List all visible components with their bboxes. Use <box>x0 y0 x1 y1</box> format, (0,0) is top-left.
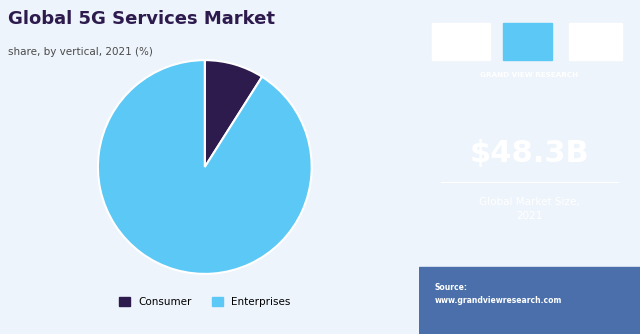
FancyBboxPatch shape <box>503 23 552 60</box>
FancyBboxPatch shape <box>570 23 622 60</box>
Text: Global 5G Services Market: Global 5G Services Market <box>8 10 275 28</box>
Text: Global Market Size,
2021: Global Market Size, 2021 <box>479 197 580 221</box>
FancyBboxPatch shape <box>433 23 490 60</box>
Wedge shape <box>98 60 312 274</box>
Legend: Consumer, Enterprises: Consumer, Enterprises <box>115 293 294 311</box>
Text: share, by vertical, 2021 (%): share, by vertical, 2021 (%) <box>8 47 153 57</box>
Text: GRAND VIEW RESEARCH: GRAND VIEW RESEARCH <box>481 72 579 78</box>
Wedge shape <box>205 60 262 167</box>
Text: $48.3B: $48.3B <box>470 139 589 168</box>
Text: Source:
www.grandviewresearch.com: Source: www.grandviewresearch.com <box>435 283 562 305</box>
